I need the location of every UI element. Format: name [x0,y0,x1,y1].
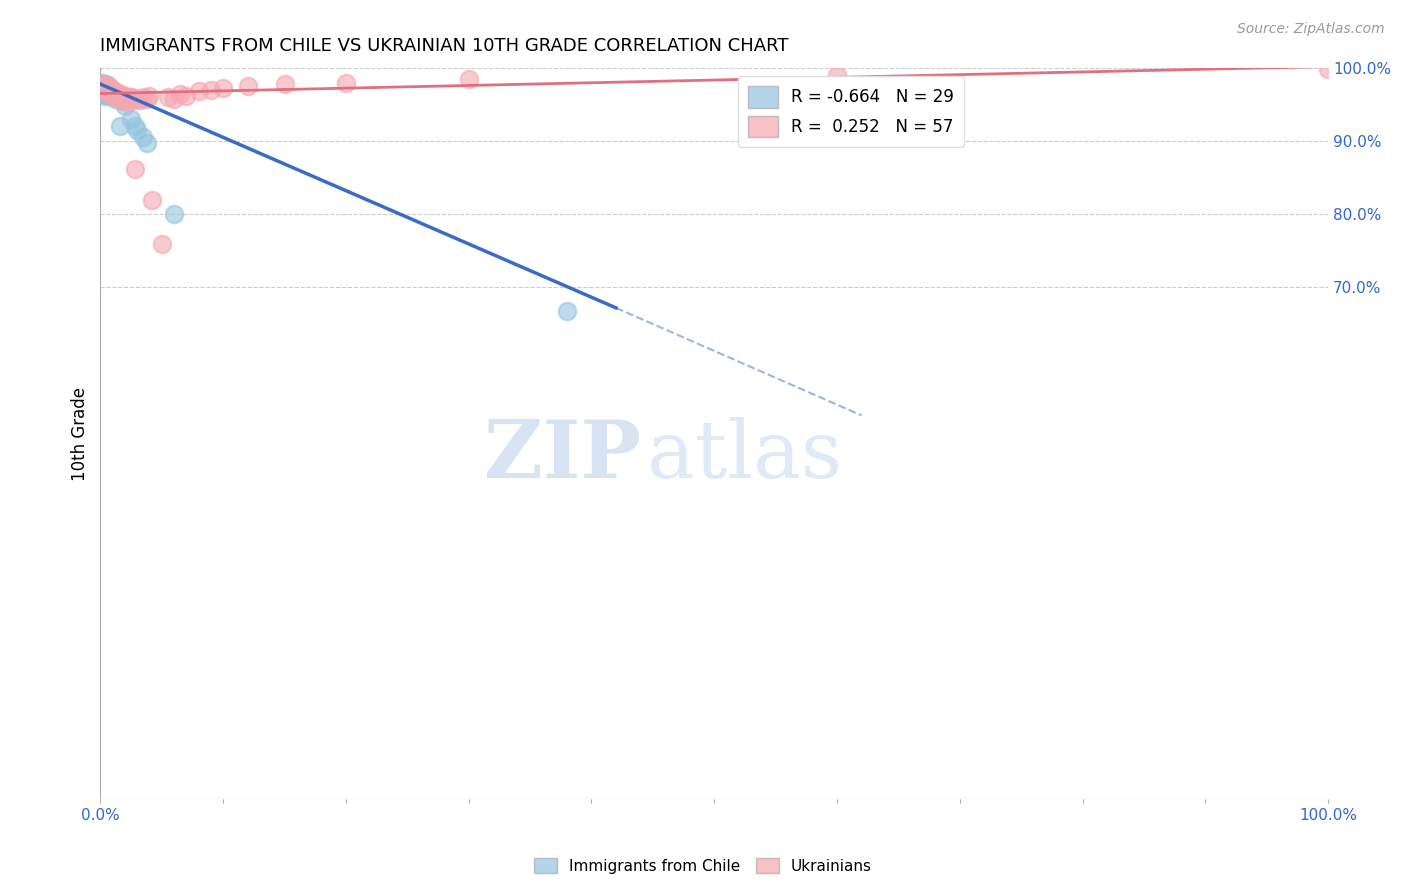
Point [124,120,146,134]
Point [110,87,132,101]
Point [107,92,129,106]
Point [101,87,124,101]
Point [98,87,121,102]
Point [97,84,120,98]
Point [128,93,150,107]
Point [91,81,114,95]
Point [335,76,357,90]
Point [97,86,120,100]
Point [100,83,122,97]
Point [97,84,120,98]
Point [138,88,160,103]
Point [90,77,112,91]
Point [141,193,163,207]
Point [108,120,131,134]
Point [236,79,259,94]
Legend: R = -0.664   N = 29, R =  0.252   N = 57: R = -0.664 N = 29, R = 0.252 N = 57 [738,77,963,147]
Point [120,112,142,127]
Point [107,90,129,104]
Point [100,87,122,101]
Point [825,68,848,82]
Point [104,92,127,106]
Point [94,88,117,103]
Point [97,87,120,101]
Point [555,303,578,318]
Point [273,77,295,91]
Point [93,83,115,97]
Point [124,161,146,176]
Point [96,79,118,94]
Point [136,136,159,150]
Point [93,84,115,98]
Point [163,207,186,221]
Point [150,236,173,251]
Text: ZIP: ZIP [484,417,641,495]
Point [127,92,149,106]
Point [169,87,191,101]
Point [93,83,115,97]
Text: IMMIGRANTS FROM CHILE VS UKRAINIAN 10TH GRADE CORRELATION CHART: IMMIGRANTS FROM CHILE VS UKRAINIAN 10TH … [100,37,789,55]
Point [94,87,117,101]
Point [96,79,118,94]
Point [132,130,155,145]
Point [1317,62,1340,77]
Point [127,123,149,137]
Point [91,79,114,94]
Point [163,92,186,106]
Point [200,83,222,97]
Point [104,84,127,98]
Point [121,90,143,104]
Point [96,83,118,97]
Point [90,76,112,90]
Point [187,84,209,98]
Point [94,81,117,95]
Point [97,79,120,94]
Point [96,83,118,97]
Point [108,88,131,103]
Point [114,99,136,113]
Point [101,84,124,98]
Point [104,88,127,103]
Point [212,81,235,95]
Point [96,77,118,91]
Point [107,90,129,104]
Point [100,83,122,97]
Point [97,83,120,97]
Point [98,81,121,95]
Text: atlas: atlas [647,417,842,495]
Point [97,81,120,95]
Point [103,88,125,103]
Point [117,92,139,106]
Point [118,90,141,104]
Point [112,94,135,108]
Point [111,94,134,108]
Point [93,79,115,94]
Point [98,84,121,98]
Text: Source: ZipAtlas.com: Source: ZipAtlas.com [1237,22,1385,37]
Point [94,79,117,94]
Point [101,88,124,103]
Point [176,88,198,103]
Point [120,94,142,108]
Point [91,79,114,94]
Point [96,84,118,98]
Point [457,71,479,86]
Y-axis label: 10th Grade: 10th Grade [72,387,89,481]
Point [105,87,128,101]
Point [111,90,134,104]
Point [156,90,179,104]
Point [91,81,114,95]
Point [97,81,120,95]
Point [97,88,120,103]
Point [114,88,136,103]
Point [136,92,159,106]
Point [132,90,155,104]
Legend: Immigrants from Chile, Ukrainians: Immigrants from Chile, Ukrainians [529,852,877,880]
